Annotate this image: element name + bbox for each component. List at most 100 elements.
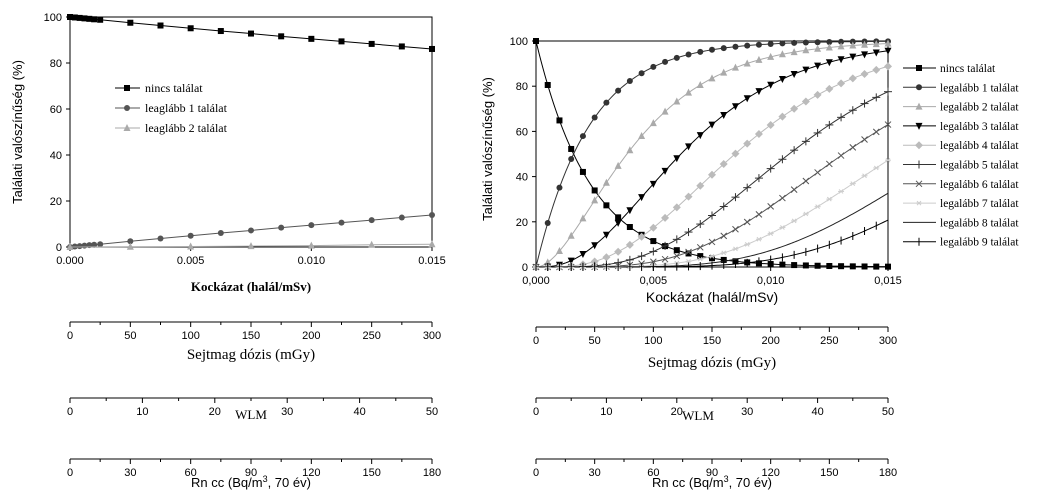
left-series-0-point-shape: [127, 19, 134, 26]
left-series-2-point: [126, 242, 134, 250]
right-series-4-point: [825, 84, 834, 93]
left-x-tick-label: 0.010: [298, 255, 326, 267]
right-series-2-point-shape: [743, 59, 751, 67]
right-series-0-point: [767, 261, 774, 268]
right-legend-label: legalább 2 találat: [940, 102, 1019, 114]
right-series-4-point-shape: [884, 62, 892, 71]
right-series-4-point: [743, 139, 752, 148]
right-legend-label: legalább 5 találat: [940, 160, 1019, 172]
right-rn-tick-label: 120: [761, 467, 779, 479]
right-wlm-tick-label: 50: [882, 406, 894, 418]
right-series-6-point: [861, 136, 868, 143]
left-series-1-point-shape: [187, 232, 194, 239]
right-series-6-point: [779, 194, 786, 202]
right-series-0-point: [791, 262, 798, 269]
left-series-0-point: [308, 35, 315, 42]
right-series-5-point: [790, 146, 799, 155]
right-series-2-point: [602, 178, 610, 186]
left-x-tick-label: 0.000: [56, 255, 84, 267]
right-x-tick-label: 0,015: [874, 275, 902, 287]
right-wlm-tick-label: 40: [811, 406, 823, 418]
left-legend-label: leaglább 2 találat: [145, 121, 228, 135]
right-series-3-point: [591, 242, 599, 250]
right-dose-axis-title: Sejtmag dózis (mGy): [648, 355, 776, 371]
right-series-1-point-shape: [744, 42, 751, 49]
left-series-0-point: [91, 16, 98, 23]
left-series-0-point: [157, 22, 164, 29]
left-series-0-point-shape: [187, 25, 194, 32]
right-series-4-point: [625, 240, 634, 249]
right-legend-label: legalább 1 találat: [940, 82, 1019, 94]
right-series-6-point: [802, 177, 810, 185]
right-series-0-point-shape: [767, 261, 774, 268]
right-series-7-point-b: [885, 157, 891, 163]
left-dose-tick-label: 0: [67, 330, 73, 342]
left-series-0-point: [187, 25, 194, 32]
left-series-0-point: [278, 33, 285, 40]
right-series-1-point: [603, 99, 610, 106]
right-series-2-point: [861, 40, 869, 48]
left-wlm-tick-label: 20: [209, 406, 221, 418]
left-series-0-point: [338, 38, 345, 45]
right-series-3-point: [884, 47, 892, 55]
right-rn-tick-label: 0: [533, 467, 539, 479]
right-series-3-point: [649, 180, 657, 188]
right-series-7-point: [697, 256, 704, 262]
left-dose-tick-label: 250: [362, 330, 380, 342]
right-dose-tick-label: 0: [533, 335, 539, 347]
left-y-tick-label: 80: [50, 58, 62, 70]
right-series-2-point: [743, 59, 751, 67]
right-series-7-point-b: [791, 218, 797, 224]
right-series-4-point: [708, 170, 716, 179]
right-series-3-point-shape: [626, 207, 634, 215]
right-series-2-point-shape: [696, 80, 704, 88]
right-series-0-point: [533, 38, 539, 44]
left-legend-marker-shape: [124, 105, 130, 111]
right-series-2-point: [579, 214, 587, 222]
left-series-0-point: [97, 16, 104, 23]
right-series-6-point-b: [861, 136, 868, 143]
left-rn-tick-label: 60: [185, 467, 197, 479]
right-legend-marker: [915, 180, 923, 188]
right-series-4-point-shape: [848, 74, 857, 83]
right-series-4-point-shape: [790, 104, 799, 113]
left-series-0-point-shape: [278, 33, 285, 40]
right-series-3-point: [872, 49, 880, 57]
right-series-1-point: [568, 156, 575, 163]
right-wlm-tick-label: 10: [600, 406, 612, 418]
right-series-1-point-shape: [732, 43, 739, 50]
right-series-0-point: [556, 117, 563, 124]
right-series-7-point-b: [721, 250, 727, 256]
left-y-tick-label: 0: [56, 242, 62, 254]
right-series-line-5: [536, 91, 888, 267]
right-series-6-point-b: [849, 144, 857, 151]
right-y-tick-label: 0: [522, 262, 528, 274]
right-rn-tick-label: 60: [647, 467, 659, 479]
left-wlm-tick-label: 50: [426, 406, 438, 418]
right-series-2-point: [696, 80, 704, 88]
right-series-0-point: [615, 214, 622, 221]
right-dose-tick-label: 200: [761, 335, 779, 347]
right-legend-marker: [916, 200, 922, 206]
right-series-0-point-shape: [591, 187, 598, 194]
right-series-4-point: [813, 90, 822, 99]
right-series-7-point-b: [803, 211, 809, 217]
right-series-6-point: [732, 225, 739, 233]
right-series-6-point-b: [837, 152, 845, 159]
right-series-6-point: [837, 152, 845, 159]
right-series-7-point: [685, 258, 692, 264]
right-x-tick-label: 0,005: [640, 275, 668, 287]
right-series-6-point-b: [779, 194, 786, 202]
right-series-0-point: [885, 263, 891, 270]
right-series-2-point: [555, 247, 563, 255]
right-series-3-point-shape: [685, 143, 693, 151]
right-dose-tick-label: 250: [820, 335, 838, 347]
right-series-2-point-shape: [731, 63, 739, 71]
left-series-0-point: [81, 15, 88, 22]
right-legend-marker: [916, 65, 922, 71]
right-series-3-point: [837, 56, 845, 64]
right-series-2-point: [673, 97, 681, 105]
right-series-7-point-b: [862, 173, 867, 179]
right-series-1-point: [650, 63, 657, 70]
right-series-0-point-shape: [720, 256, 727, 263]
